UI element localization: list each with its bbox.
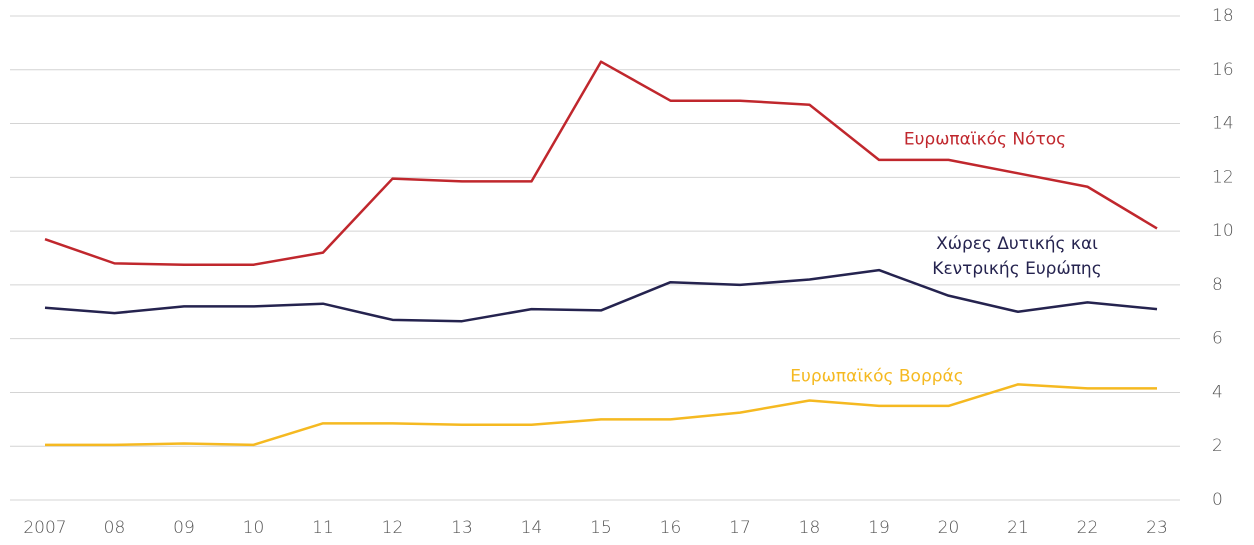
x-tick-label: 18 [799,518,821,538]
x-tick-label: 12 [382,518,404,538]
x-tick-label: 22 [1077,518,1099,538]
y-tick-label: 2 [1212,436,1223,456]
series-label: Ευρωπαϊκός Νότος [903,129,1067,150]
x-tick-label: 21 [1007,518,1029,538]
y-tick-label: 12 [1212,167,1234,187]
x-tick-label: 20 [938,518,960,538]
y-tick-label: 0 [1212,490,1223,510]
x-tick-label: 10 [243,518,265,538]
x-tick-label: 13 [451,518,473,538]
x-tick-label: 17 [729,518,751,538]
x-tick-label: 09 [173,518,195,538]
series-label: Ευρωπαϊκός Βορράς [790,366,964,387]
x-tick-label: 23 [1146,518,1168,538]
series-label: Χώρες Δυτικής και Κεντρικής Ευρώπης [932,234,1102,279]
y-tick-label: 4 [1212,382,1223,402]
y-tick-label: 6 [1212,329,1223,349]
y-tick-label: 8 [1212,275,1223,295]
x-tick-label: 15 [590,518,612,538]
x-tick-label: 08 [104,518,126,538]
x-tick-label: 19 [868,518,890,538]
y-tick-label: 14 [1212,114,1234,134]
x-tick-label: 2007 [23,518,66,538]
x-tick-label: 14 [521,518,543,538]
y-tick-label: 10 [1212,221,1234,241]
series-line [45,383,1157,447]
x-tick-label: 16 [660,518,682,538]
x-tick-label: 11 [312,518,334,538]
y-tick-label: 16 [1212,60,1234,80]
series-line [44,268,1158,323]
y-tick-label: 18 [1212,6,1234,26]
series-line [44,60,1158,266]
